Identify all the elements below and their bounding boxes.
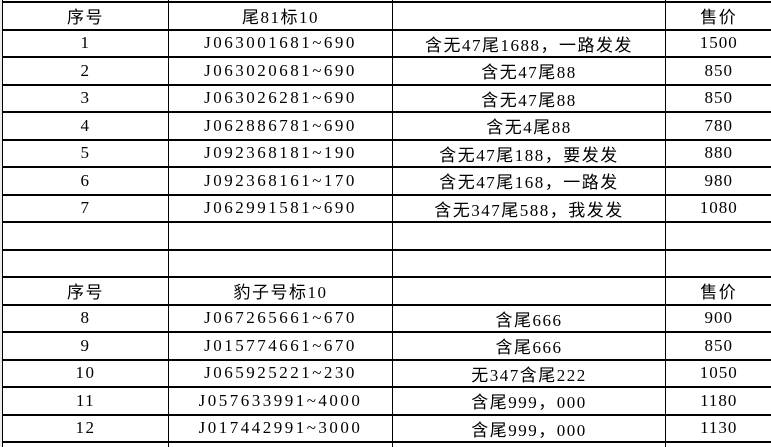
cell-serial[interactable]: 8 xyxy=(2,303,169,333)
cell-number[interactable]: J063001681~690 xyxy=(168,28,393,58)
table-row: 8 J067265661~670 含尾666 900 xyxy=(2,303,771,333)
table-row-empty xyxy=(2,441,771,447)
cell-empty[interactable] xyxy=(665,221,771,251)
header-serial[interactable]: 序号 xyxy=(2,276,169,306)
cell-serial[interactable]: 5 xyxy=(2,138,169,168)
table-row: 4 J062886781~690 含无4尾88 780 xyxy=(2,111,771,141)
table-row: 2 J063020681~690 含无47尾88 850 xyxy=(2,56,771,86)
cell-desc[interactable]: 含尾666 xyxy=(392,303,666,333)
header-price[interactable]: 售价 xyxy=(665,276,771,306)
cell-number[interactable]: J063026281~690 xyxy=(168,83,393,113)
table-row: 11 J057633991~4000 含尾999，000 1180 xyxy=(2,386,771,416)
cell-desc[interactable]: 含无47尾88 xyxy=(392,83,666,113)
cell-empty[interactable] xyxy=(2,441,169,447)
header-batch[interactable]: 豹子号标10 xyxy=(168,276,393,306)
cell-serial[interactable]: 1 xyxy=(2,28,169,58)
cell-empty[interactable] xyxy=(665,248,771,278)
table-row: 10 J065925221~230 无347含尾222 1050 xyxy=(2,358,771,388)
header-price[interactable]: 售价 xyxy=(665,1,771,31)
header-desc[interactable] xyxy=(392,1,666,31)
cell-price[interactable]: 1180 xyxy=(665,386,771,416)
table-row: 6 J092368161~170 含无47尾168，一路发 980 xyxy=(2,166,771,196)
cell-price[interactable]: 850 xyxy=(665,83,771,113)
table-row-empty xyxy=(2,221,771,251)
cell-price[interactable]: 1050 xyxy=(665,358,771,388)
cell-empty[interactable] xyxy=(392,441,666,447)
cell-price[interactable]: 850 xyxy=(665,331,771,361)
cell-price[interactable]: 900 xyxy=(665,303,771,333)
cell-empty[interactable] xyxy=(168,248,393,278)
cell-empty[interactable] xyxy=(2,248,169,278)
cell-number[interactable]: J015774661~670 xyxy=(168,331,393,361)
header-serial[interactable]: 序号 xyxy=(2,1,169,31)
cell-empty[interactable] xyxy=(168,221,393,251)
cell-empty[interactable] xyxy=(665,441,771,447)
cell-desc[interactable]: 含无4尾88 xyxy=(392,111,666,141)
table-row: 1 J063001681~690 含无47尾1688，一路发发 1500 xyxy=(2,28,771,58)
cell-desc[interactable]: 含尾999，000 xyxy=(392,386,666,416)
cell-serial[interactable]: 6 xyxy=(2,166,169,196)
cell-empty[interactable] xyxy=(168,441,393,447)
cell-price[interactable]: 980 xyxy=(665,166,771,196)
header-desc[interactable] xyxy=(392,276,666,306)
cell-number[interactable]: J063020681~690 xyxy=(168,56,393,86)
cell-serial[interactable]: 2 xyxy=(2,56,169,86)
cell-number[interactable]: J092368181~190 xyxy=(168,138,393,168)
table-row-empty xyxy=(2,248,771,278)
cell-price[interactable]: 1130 xyxy=(665,413,771,443)
cell-price[interactable]: 1500 xyxy=(665,28,771,58)
cell-desc[interactable]: 含尾666 xyxy=(392,331,666,361)
cell-number[interactable]: J092368161~170 xyxy=(168,166,393,196)
cell-number[interactable]: J067265661~670 xyxy=(168,303,393,333)
cell-desc[interactable]: 含无347尾588，我发发 xyxy=(392,193,666,223)
cell-price[interactable]: 780 xyxy=(665,111,771,141)
section2-header-row: 序号 豹子号标10 售价 xyxy=(2,276,771,306)
cell-serial[interactable]: 12 xyxy=(2,413,169,443)
cell-serial[interactable]: 10 xyxy=(2,358,169,388)
cell-price[interactable]: 850 xyxy=(665,56,771,86)
cell-desc[interactable]: 含无47尾188，要发发 xyxy=(392,138,666,168)
cell-desc[interactable]: 含无47尾168，一路发 xyxy=(392,166,666,196)
cell-price[interactable]: 880 xyxy=(665,138,771,168)
table-row: 3 J063026281~690 含无47尾88 850 xyxy=(2,83,771,113)
table-row: 7 J062991581~690 含无347尾588，我发发 1080 xyxy=(2,193,771,223)
header-batch[interactable]: 尾81标10 xyxy=(168,1,393,31)
cell-serial[interactable]: 7 xyxy=(2,193,169,223)
table-row: 5 J092368181~190 含无47尾188，要发发 880 xyxy=(2,138,771,168)
cell-serial[interactable]: 11 xyxy=(2,386,169,416)
cell-empty[interactable] xyxy=(2,221,169,251)
section1-header-row: 序号 尾81标10 售价 xyxy=(2,1,771,31)
cell-number[interactable]: J057633991~4000 xyxy=(168,386,393,416)
cell-desc[interactable]: 无347含尾222 xyxy=(392,358,666,388)
cell-empty[interactable] xyxy=(392,248,666,278)
table-row: 12 J017442991~3000 含尾999，000 1130 xyxy=(2,413,771,443)
cell-serial[interactable]: 3 xyxy=(2,83,169,113)
sheet-left-edge xyxy=(0,0,2,447)
cell-serial[interactable]: 9 xyxy=(2,331,169,361)
cell-number[interactable]: J062886781~690 xyxy=(168,111,393,141)
cell-number[interactable]: J017442991~3000 xyxy=(168,413,393,443)
cell-desc[interactable]: 含无47尾1688，一路发发 xyxy=(392,28,666,58)
cell-number[interactable]: J065925221~230 xyxy=(168,358,393,388)
cell-desc[interactable]: 含无47尾88 xyxy=(392,56,666,86)
cell-serial[interactable]: 4 xyxy=(2,111,169,141)
cell-empty[interactable] xyxy=(392,221,666,251)
cell-price[interactable]: 1080 xyxy=(665,193,771,223)
table-row: 9 J015774661~670 含尾666 850 xyxy=(2,331,771,361)
cell-number[interactable]: J062991581~690 xyxy=(168,193,393,223)
cell-desc[interactable]: 含尾999，000 xyxy=(392,413,666,443)
